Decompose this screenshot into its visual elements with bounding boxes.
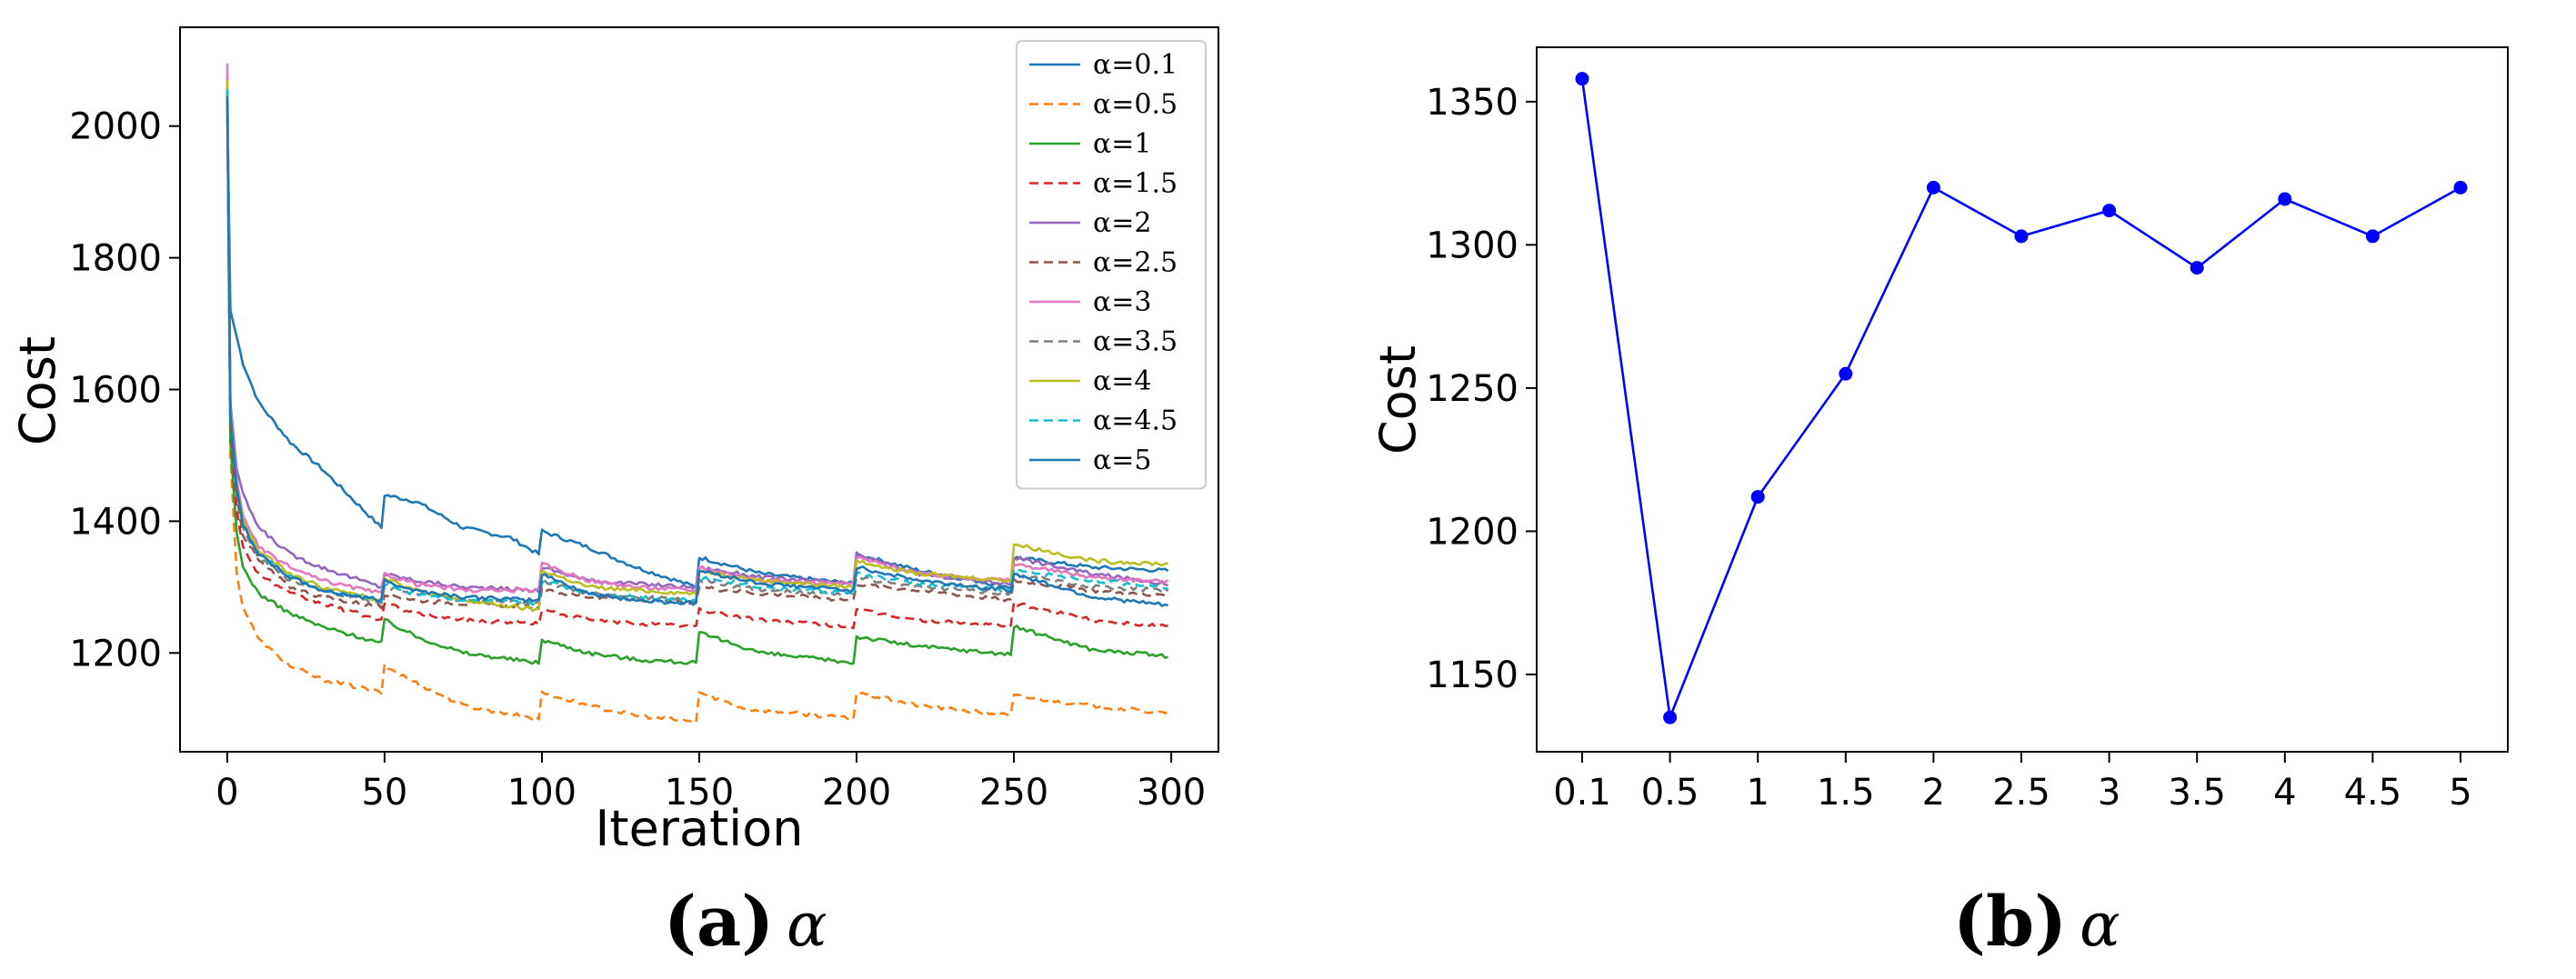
- panel-b-caption-symbol: α: [2080, 890, 2120, 960]
- panel-b-x-tick-label: 2: [1922, 772, 1945, 814]
- panel-a-caption-symbol: α: [787, 890, 827, 960]
- panel-b-x-tick-label: 0.5: [1641, 772, 1699, 814]
- panel-b-series-line: [1580, 78, 2461, 723]
- panel-a-legend-label: α=3.5: [1093, 326, 1178, 358]
- panel-a-series-line-0-5: [226, 86, 1169, 724]
- panel-a-x-tick-label: 300: [1137, 772, 1206, 814]
- panel-b-y-tick-label: 1250: [1426, 368, 1519, 410]
- panel-b-data-point-4-5: [2365, 229, 2380, 244]
- panel-a-y-tick-label: 1800: [69, 238, 162, 280]
- panel-b-y-tick-label: 1350: [1426, 82, 1519, 124]
- panel-b-plot-frame: [1536, 46, 2509, 753]
- panel-b-y-tick-label: 1200: [1426, 511, 1519, 553]
- panel-a-x-tick-label: 0: [216, 772, 238, 814]
- panel-a-legend-label: α=2: [1093, 207, 1151, 239]
- panel-b-x-tick-label: 5: [2449, 772, 2471, 814]
- panel-a-y-tick-label: 1600: [69, 370, 162, 412]
- panel-a-legend-label: α=4.5: [1093, 405, 1178, 437]
- panel-b-data-point-1-5: [1839, 366, 1853, 381]
- panel-b-y-axis-label: Cost: [1369, 345, 1427, 455]
- panel-b-data-point-0-5: [1663, 710, 1678, 724]
- panel-a-cost-vs-iteration: 0 50 100 150 200 250 300 1200 1400 1600 1800 2000 I…: [9, 26, 1219, 962]
- panel-b-data-point-4: [2278, 192, 2292, 206]
- panel-a-caption-label: (a): [664, 881, 774, 962]
- panel-a-x-tick-label: 150: [665, 772, 734, 814]
- panel-b-data-point-3-5: [2190, 261, 2204, 275]
- panel-b-data-point-0-1: [1575, 72, 1589, 86]
- panel-b-data-point-2: [1926, 180, 1940, 195]
- panel-a-legend-label: α=1.5: [1093, 168, 1178, 200]
- panel-b-x-tick-label: 4: [2273, 772, 2296, 814]
- panel-b-x-tick-label: 3: [2098, 772, 2120, 814]
- panel-a-x-tick-label: 250: [979, 772, 1048, 814]
- panel-a-legend-label: α=5: [1093, 445, 1151, 476]
- panel-b-caption-label: (b): [1953, 881, 2067, 962]
- panel-a-legend-label: α=0.1: [1093, 49, 1178, 81]
- panel-a-series-lines: [226, 63, 1169, 724]
- panel-a-series-line-1-5: [226, 89, 1168, 630]
- panel-b-series: [1575, 72, 2468, 724]
- panel-a-series-line-5: [226, 96, 1168, 607]
- panel-b-x-tick-label: 0.1: [1553, 772, 1611, 814]
- panel-b-data-point-5: [2453, 180, 2468, 195]
- panel-b-x-tick-label: 3.5: [2168, 772, 2226, 814]
- panel-a-legend-label: α=2.5: [1093, 247, 1178, 279]
- panel-b-y-tick-label: 1150: [1426, 654, 1519, 696]
- panel-a-y-tick-label: 1400: [69, 501, 162, 543]
- panel-a-legend-frame: [1016, 40, 1207, 490]
- panel-b-data-point-3: [2102, 204, 2117, 218]
- panel-b-x-tick-label: 1: [1746, 772, 1769, 814]
- panel-a-plot-frame: [179, 26, 1219, 753]
- panel-a-legend-label: α=4: [1093, 365, 1151, 397]
- panel-a-legend-label: α=3: [1093, 286, 1151, 318]
- panel-b-x-tick-label: 4.5: [2344, 772, 2402, 814]
- panel-a-x-tick-label: 100: [507, 772, 576, 814]
- panel-b-data-point-2-5: [2014, 229, 2029, 244]
- panel-a-x-axis-label: Iteration: [595, 800, 803, 857]
- panel-b-caption: (b) α: [1953, 881, 2120, 962]
- panel-b-x-tick-label: 2.5: [1992, 772, 2050, 814]
- panel-a-x-tick-label: 50: [361, 772, 407, 814]
- panel-a-legend-label: α=0.5: [1093, 89, 1178, 121]
- panel-b-y-tick-label: 1300: [1426, 225, 1519, 266]
- panel-b-ticks: 0.1 0.5 1 1.5 2 2.5 3 3.5 4 4.5 5 1150 1200 1250 1300 1…: [1426, 82, 2472, 814]
- panel-b-x-tick-label: 1.5: [1817, 772, 1875, 814]
- panel-a-x-tick-label: 200: [822, 772, 891, 814]
- panel-a-legend-label: α=1: [1093, 128, 1151, 160]
- panel-a-ticks: 0 50 100 150 200 250 300 1200 1400 1600 1800 2000: [69, 106, 1206, 814]
- panel-a-y-tick-label: 2000: [69, 106, 162, 148]
- panel-a-y-axis-label: Cost: [9, 336, 66, 445]
- panel-b-cost-vs-alpha: 0.1 0.5 1 1.5 2 2.5 3 3.5 4 4.5 5 1150 1200 1250 1300 1…: [1369, 46, 2509, 962]
- panel-a-series-line-1: [226, 93, 1168, 665]
- panel-b-data-point-1: [1750, 490, 1765, 504]
- panel-a-y-tick-label: 1200: [69, 633, 162, 674]
- panel-a-caption: (a) α: [664, 881, 827, 962]
- panel-a-legend: α=0.1 α=0.5 α=1 α=1.5 α=2 α=2.5 α=3 α=3.5 α=4 α=4…: [1016, 40, 1207, 490]
